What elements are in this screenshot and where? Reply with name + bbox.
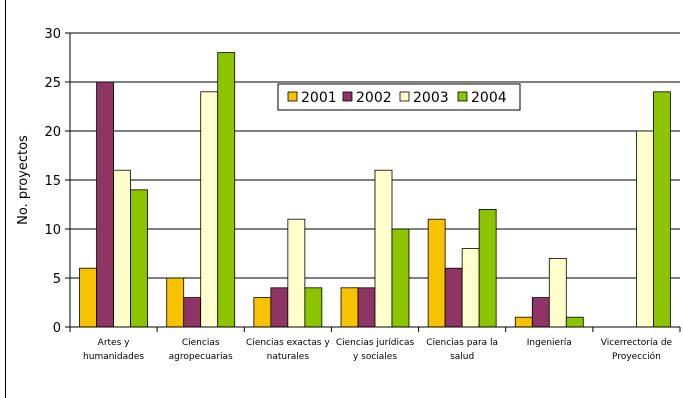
axes (65, 32, 681, 332)
y-tick-label: 5 (53, 272, 61, 287)
bar-2001 (79, 267, 97, 328)
x-category-label: Vicerrectoría de Proyección (601, 338, 673, 362)
bar-2002 (531, 297, 550, 328)
legend-swatch (342, 91, 353, 102)
y-tick-label: 0 (53, 321, 61, 336)
bar-2003 (548, 257, 567, 328)
legend-label: 2001 (301, 90, 337, 106)
bar-2004 (653, 91, 671, 328)
bar-2003 (636, 130, 654, 328)
bar-2001 (427, 218, 446, 328)
bar-2004 (130, 189, 148, 328)
bar-2004 (478, 208, 497, 328)
legend-label: 2003 (413, 90, 449, 106)
y-tick-label: 30 (44, 27, 61, 42)
legend-label: 2002 (356, 90, 392, 106)
bar-2001 (340, 287, 359, 328)
gridlines (70, 32, 680, 279)
x-category-label: Ingeniería (527, 338, 572, 348)
x-category-label: Ciencias para la salud (426, 338, 498, 362)
y-tick-label: 15 (44, 174, 61, 189)
x-category-labels: Artes y humanidades Ciencias agropecuarias C… (83, 338, 673, 362)
legend-swatch (399, 91, 410, 102)
bar-2003 (200, 91, 219, 328)
bar-2004 (217, 52, 236, 328)
bar-2004 (391, 228, 410, 328)
bar-2001 (166, 277, 185, 328)
bar-2004 (565, 316, 584, 328)
bar-2004 (304, 287, 323, 328)
legend: 2001 2002 2003 2004 (277, 83, 521, 111)
bar-2002 (96, 81, 114, 328)
x-category-label: Ciencias exactas y naturales (246, 338, 330, 362)
x-category-label: Ciencias jurídicas y sociales (336, 338, 415, 362)
bar-2002 (357, 287, 376, 328)
bar-2003 (287, 218, 306, 328)
bar-2002 (444, 267, 463, 328)
y-axis-label: No. proyectos (16, 135, 31, 225)
bar-2002 (183, 297, 202, 328)
x-category-label: Artes y humanidades (83, 338, 144, 362)
bar-2002 (270, 287, 289, 328)
bar-2003 (374, 169, 393, 328)
bar-2003 (461, 248, 480, 328)
y-tick-label: 10 (44, 223, 61, 238)
bar-2001 (253, 297, 272, 328)
y-tick-labels: 0 5 10 15 20 25 30 (44, 27, 61, 336)
bar-2001 (514, 316, 533, 328)
legend-swatch (457, 91, 468, 102)
bars (79, 52, 671, 328)
legend-box (277, 83, 521, 111)
legend-label: 2004 (471, 90, 507, 106)
legend-swatch (287, 91, 298, 102)
y-tick-label: 25 (44, 76, 61, 91)
frame-left-border (5, 0, 6, 398)
y-tick-label: 20 (44, 125, 61, 140)
x-category-label: Ciencias agropecuarias (169, 338, 233, 362)
bar-2003 (113, 169, 131, 328)
